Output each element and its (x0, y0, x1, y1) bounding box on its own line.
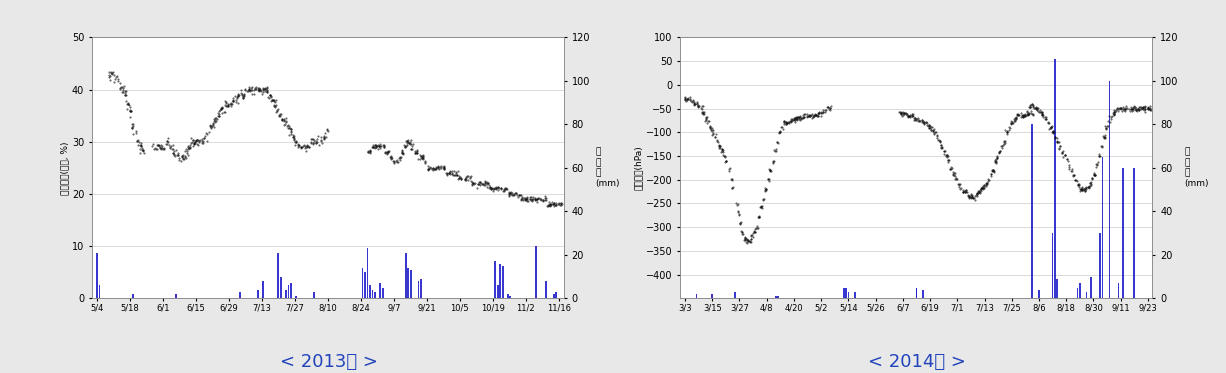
Bar (1052, 233, 1053, 298)
Bar (506, 294, 509, 298)
Bar (262, 281, 264, 298)
Bar (407, 268, 409, 298)
Bar (1122, 168, 1124, 298)
Y-axis label: 토양수분(hPa): 토양수분(hPa) (634, 145, 644, 190)
Bar (1057, 279, 1058, 298)
Bar (497, 285, 499, 298)
Bar (313, 292, 315, 298)
Bar (277, 253, 280, 298)
Bar (546, 281, 547, 298)
Bar (855, 292, 856, 298)
Bar (367, 248, 368, 298)
Bar (418, 281, 419, 298)
Bar (916, 288, 917, 298)
Text: < 2014년 >: < 2014년 > (868, 353, 966, 371)
Bar (421, 279, 422, 298)
Text: < 2013년 >: < 2013년 > (280, 353, 378, 371)
Bar (1102, 157, 1103, 298)
Bar (364, 272, 365, 298)
Bar (383, 288, 384, 298)
Bar (494, 261, 497, 298)
Bar (555, 292, 557, 298)
Bar (499, 264, 501, 298)
Bar (374, 292, 376, 298)
Bar (711, 294, 714, 298)
Bar (1134, 168, 1135, 298)
Bar (1108, 81, 1110, 298)
Bar (369, 285, 371, 298)
Y-axis label: 강
수
량
(mm): 강 수 량 (mm) (1184, 148, 1209, 188)
Bar (405, 253, 407, 298)
Bar (510, 296, 511, 298)
Bar (1054, 59, 1056, 298)
Bar (284, 290, 287, 298)
Bar (99, 285, 101, 298)
Bar (843, 288, 845, 298)
Bar (132, 294, 134, 298)
Bar (535, 246, 537, 298)
Bar (295, 296, 297, 298)
Bar (1031, 124, 1034, 298)
Bar (175, 294, 177, 298)
Bar (371, 290, 374, 298)
Bar (362, 268, 363, 298)
Bar (916, 288, 917, 298)
Bar (777, 296, 779, 298)
Bar (922, 290, 924, 298)
Bar (1118, 283, 1119, 298)
Bar (288, 285, 289, 298)
Bar (734, 292, 736, 298)
Bar (1038, 290, 1040, 298)
Bar (291, 283, 292, 298)
Bar (1079, 283, 1080, 298)
Bar (1076, 288, 1079, 298)
Bar (239, 292, 240, 298)
Bar (553, 294, 554, 298)
Bar (379, 283, 381, 298)
Bar (1100, 233, 1101, 298)
Bar (775, 296, 776, 298)
Bar (280, 277, 282, 298)
Bar (695, 294, 698, 298)
Bar (1090, 277, 1092, 298)
Y-axis label: 강
수
량
(mm): 강 수 량 (mm) (596, 148, 620, 188)
Y-axis label: 토양수분(중량, %): 토양수분(중량, %) (60, 141, 69, 195)
Bar (409, 270, 412, 298)
Bar (257, 290, 259, 298)
Bar (96, 253, 98, 298)
Bar (1086, 292, 1087, 298)
Bar (501, 266, 504, 298)
Bar (845, 288, 847, 298)
Bar (847, 292, 850, 298)
